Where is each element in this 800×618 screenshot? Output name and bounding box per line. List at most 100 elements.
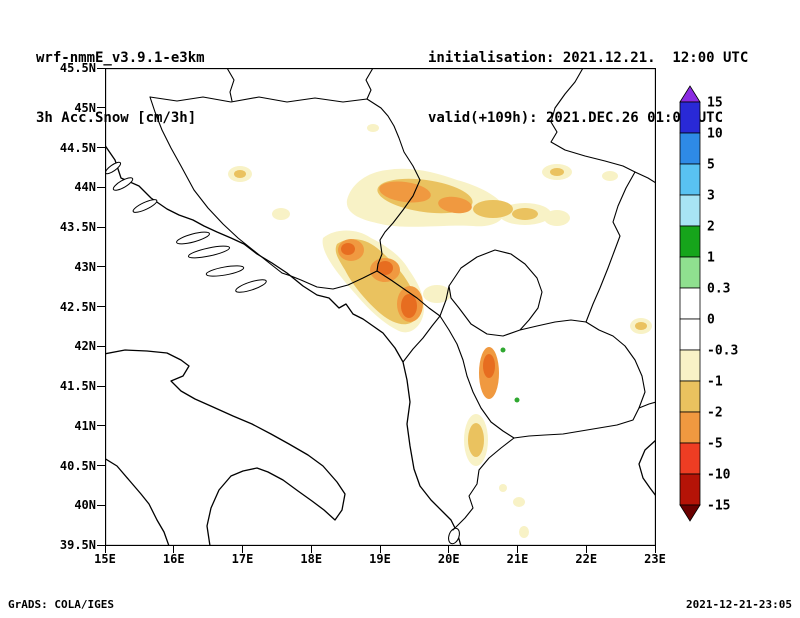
x-axis-tick (517, 546, 518, 553)
grads-credit: GrADS: COLA/IGES (8, 598, 114, 611)
snow-area-pale (544, 210, 570, 226)
colorbar-segment (679, 473, 701, 506)
x-axis-label: 17E (231, 552, 254, 566)
y-axis-tick (97, 465, 105, 466)
croatian-island (132, 199, 158, 213)
colorbar-arrow-top (679, 85, 701, 103)
y-axis-tick (97, 107, 105, 109)
y-axis-tick (97, 266, 105, 268)
bosnia-montenegro-border (281, 270, 378, 290)
colorbar-level-label: 3 (707, 189, 715, 204)
x-axis-label: 16E (162, 552, 185, 566)
y-axis-label: 41.5N (59, 379, 96, 393)
snow-speck-green (514, 397, 520, 403)
snow-area-gold (512, 208, 538, 220)
colorbar-segment (679, 256, 701, 289)
x-axis-tick (654, 546, 656, 553)
adriatic-east-coastline (105, 144, 462, 546)
y-axis-label: 43N (74, 259, 96, 274)
x-axis-label: 22E (575, 552, 598, 566)
y-axis-label: 42.5N (59, 299, 96, 314)
x-axis-tick (173, 546, 175, 553)
y-axis-label: 42N (74, 339, 96, 354)
colorbar-segment (679, 101, 701, 134)
x-axis-label: 18E (300, 552, 323, 566)
x-axis-tick (585, 546, 587, 553)
croatian-island (176, 231, 210, 245)
y-axis-tick (97, 226, 105, 228)
header-right: initialisation: 2021.12.21. 12:00 UTC va… (428, 8, 748, 168)
snow-area-pale (602, 171, 618, 181)
croatia-bosnia-border (149, 96, 283, 274)
corfu-island (448, 527, 460, 545)
serbia-romania-border (550, 68, 656, 184)
snow-area-pale (272, 208, 290, 220)
snow-area-gold (473, 200, 513, 218)
colorbar-segment (679, 194, 701, 227)
y-axis-label: 44N (74, 180, 96, 195)
x-axis-tick (379, 546, 381, 553)
colorbar-segment (679, 318, 701, 351)
y-axis-tick (97, 67, 105, 69)
thermaic-gulf-coastline (638, 439, 656, 497)
x-axis-label: 21E (506, 552, 529, 566)
x-axis-tick (448, 546, 450, 553)
snow-speck-green (500, 347, 506, 353)
snow-area-deep (341, 243, 355, 255)
croatian-island (205, 265, 245, 277)
croatian-island (235, 279, 267, 293)
croatian-island (112, 177, 134, 191)
snow-area-orange (379, 181, 431, 203)
snow-area-gold (468, 423, 484, 457)
creation-timestamp: 2021-12-21-23:05 (686, 598, 792, 611)
colorbar-level-label: -2 (707, 406, 723, 421)
italy-adriatic-coastline (105, 349, 346, 546)
serbia-macedonia-border (519, 319, 587, 331)
y-axis-label: 43.5N (59, 220, 96, 234)
colorbar-segment (679, 287, 701, 320)
y-axis-label: 39.5N (59, 538, 96, 552)
croatian-island (187, 245, 231, 259)
y-axis-tick (97, 345, 105, 347)
map-plot (105, 68, 656, 546)
map-frame (105, 68, 656, 546)
albania-macedonia-border (439, 315, 515, 439)
colorbar-segment (679, 132, 701, 165)
colorbar-segment (679, 411, 701, 444)
snow-area-deep (377, 261, 393, 275)
x-axis-label: 23E (644, 552, 666, 566)
colorbar: 15 10 5 3 2 1 0.3 0 -0.3 -1 -2 -5 -10 -15 (679, 85, 738, 522)
colorbar-level-label: 10 (707, 127, 723, 142)
y-axis-tick (97, 425, 105, 427)
snow-area-gold (550, 168, 564, 176)
y-axis-tick (97, 385, 105, 387)
y-axis-label: 45N (74, 100, 96, 115)
valid-time: valid(+109h): 2021.DEC.26 01:00 UTC (428, 110, 724, 126)
header-left: wrf-nmmE_v3.9.1-e3km 3h Acc.Snow [cm/3h] (36, 8, 205, 168)
y-axis-label: 45.5N (59, 61, 96, 75)
x-axis-label: 20E (437, 552, 460, 566)
croatia-serbia-border (365, 68, 374, 100)
snow-area-orange (438, 196, 472, 214)
snow-area-deep (401, 294, 417, 318)
colorbar-segment (679, 225, 701, 258)
y-axis-tick (97, 544, 105, 546)
init-time: initialisation: 2021.12.21. 12:00 UTC (428, 50, 749, 66)
snow-area-pale (513, 497, 525, 507)
colorbar-segment (679, 380, 701, 413)
colorbar-level-label: -15 (707, 499, 730, 514)
colorbar-level-label: -0.3 (707, 344, 738, 359)
colorbar-arrow-bottom (679, 504, 701, 522)
colorbar-segment (679, 163, 701, 196)
colorbar-level-label: -1 (707, 375, 723, 390)
colorbar-level-label: 1 (707, 251, 715, 266)
y-axis-label: 44.5N (59, 140, 96, 155)
y-axis-tick (97, 504, 105, 506)
sava-drina-border (149, 96, 421, 272)
x-axis-tick (104, 546, 106, 553)
kosovo-border (448, 249, 543, 337)
x-axis-tick (310, 546, 312, 553)
x-axis-label: 15E (94, 552, 116, 566)
colorbar-level-label: 5 (707, 158, 715, 173)
